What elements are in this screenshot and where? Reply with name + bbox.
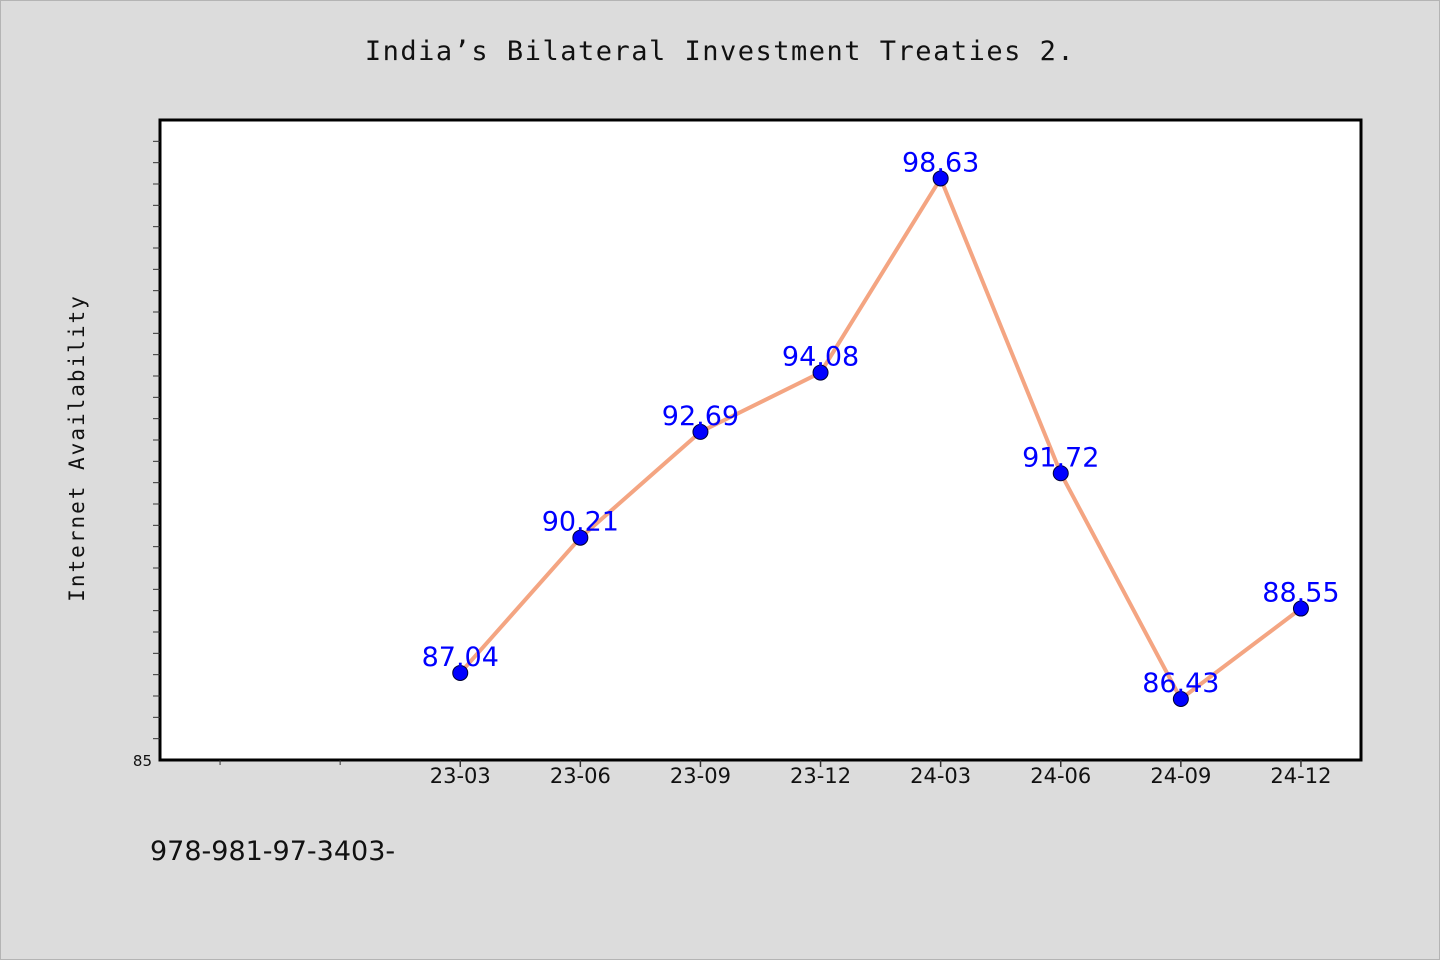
data-label: 86.43 bbox=[1142, 668, 1219, 699]
data-point bbox=[452, 664, 469, 681]
x-tick-label: 23-03 bbox=[430, 764, 491, 788]
data-point bbox=[1292, 600, 1309, 617]
data-label: 94.08 bbox=[782, 342, 859, 373]
data-label: 98.63 bbox=[902, 147, 979, 178]
x-tick-label: 24-12 bbox=[1270, 764, 1331, 788]
isbn-footer: 978-981-97-3403- bbox=[150, 836, 396, 867]
x-tick-label: 24-03 bbox=[910, 764, 971, 788]
plot-area bbox=[158, 118, 1363, 762]
data-point bbox=[932, 170, 949, 187]
chart-title: India’s Bilateral Investment Treaties 2. bbox=[364, 36, 1076, 67]
data-label: 87.04 bbox=[422, 642, 499, 673]
x-tick-label: 23-12 bbox=[790, 764, 851, 788]
data-label: 92.69 bbox=[662, 401, 739, 432]
y-tick-label: 85 bbox=[133, 752, 152, 770]
data-point bbox=[1172, 690, 1189, 707]
x-tick-label: 23-09 bbox=[670, 764, 731, 788]
x-tick-label: 24-06 bbox=[1030, 764, 1091, 788]
data-point bbox=[1052, 465, 1069, 482]
data-point bbox=[572, 529, 589, 546]
x-tick-label: 23-06 bbox=[550, 764, 611, 788]
series-line bbox=[458, 176, 1303, 701]
data-point bbox=[812, 364, 829, 381]
data-label: 90.21 bbox=[542, 507, 619, 538]
data-point bbox=[692, 423, 709, 440]
data-label: 88.55 bbox=[1262, 578, 1339, 609]
x-tick-label: 24-09 bbox=[1150, 764, 1211, 788]
data-label: 91.72 bbox=[1022, 442, 1099, 473]
